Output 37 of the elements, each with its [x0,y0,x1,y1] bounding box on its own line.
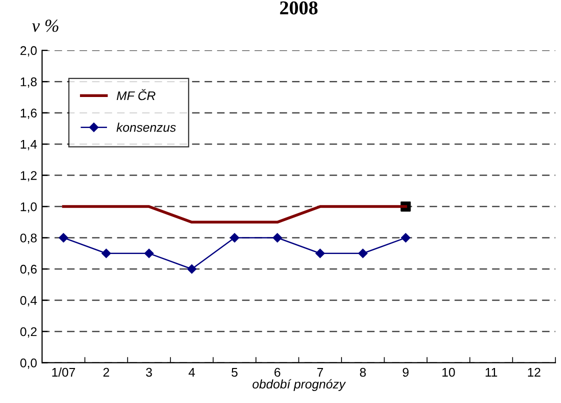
legend-label: konsenzus [116,122,176,132]
x-tick-label: 8 [360,368,366,377]
y-tick-label: 1,0 [20,202,37,213]
y-tick-label: 0,0 [20,358,37,369]
point [230,233,240,242]
y-tick-label: 2,0 [20,46,37,57]
x-tick-label: 10 [442,368,455,377]
point [401,233,410,242]
y-tick-label: 0,4 [20,296,37,306]
x-tick-label: 4 [188,368,195,377]
x-tick-label: 7 [317,368,323,377]
point [102,248,111,258]
x-tick-label: 12 [528,368,540,377]
x-tick-label: 1/07 [52,368,75,377]
y-axis-title: v % [32,20,58,32]
point [144,248,154,258]
point [187,264,196,274]
y-tick-label: 0,8 [20,234,37,244]
x-tick-label: 2 [103,368,110,377]
x-axis-title: období prognózy [252,379,346,392]
y-tick-label: 0,2 [20,327,37,338]
y-tick-label: 1,4 [20,140,37,150]
y-tick-label: 1,6 [20,108,37,119]
y-tick-label: 0,6 [20,264,37,276]
x-tick-label: 5 [232,368,238,377]
point [315,248,325,258]
x-tick-label: 6 [274,368,280,377]
x-tick-label: 3 [146,368,152,377]
point [58,233,68,242]
point [272,233,282,242]
legend-label: MF ČR [116,89,156,100]
chart-title: 2008 [280,1,318,14]
y-tick-label: 1,2 [20,171,37,182]
x-tick-label: 9 [402,368,409,377]
x-tick-label: 11 [486,368,498,377]
point [358,248,368,258]
y-tick-label: 1,8 [20,77,37,88]
